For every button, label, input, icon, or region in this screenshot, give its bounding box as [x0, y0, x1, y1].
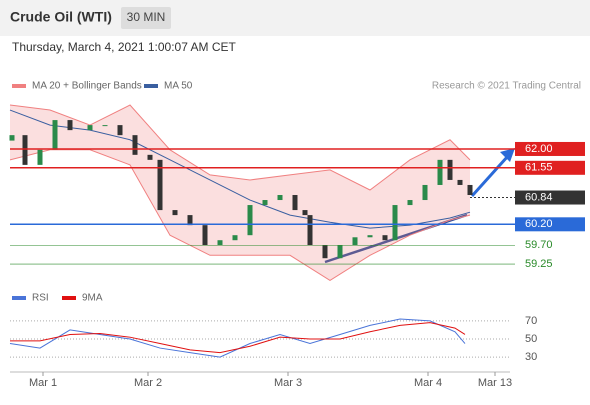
candle	[367, 235, 373, 238]
rsi-line	[10, 322, 466, 354]
bollinger-fill	[10, 105, 470, 281]
candle	[392, 205, 398, 241]
y-tick-label: 70	[525, 315, 537, 327]
candle	[407, 200, 413, 206]
candle	[87, 125, 93, 131]
candle	[382, 235, 388, 241]
x-tick-label: Mar 1	[29, 377, 57, 389]
candle	[22, 135, 28, 165]
candle	[337, 245, 343, 259]
arrow-head	[500, 148, 515, 162]
y-tick-label: 30	[525, 351, 537, 363]
candle	[132, 135, 138, 155]
legend-label: RSI	[32, 293, 49, 304]
watermark: Research © 2021 Trading Central	[432, 81, 581, 92]
candle	[67, 120, 73, 131]
candle	[292, 195, 298, 211]
interval: 30 MIN	[127, 10, 166, 24]
candle	[302, 210, 308, 216]
candle	[117, 125, 123, 136]
legend-swatch	[62, 296, 76, 300]
level-box	[515, 190, 585, 205]
candle	[37, 149, 43, 165]
x-tick-label: Mar 4	[414, 377, 442, 389]
level-label: 62.00	[525, 143, 553, 155]
level-box	[515, 141, 585, 156]
candle	[277, 195, 283, 201]
candle	[457, 179, 463, 185]
header-bar	[0, 0, 590, 36]
candle	[202, 225, 208, 246]
legend-label: MA 20 + Bollinger Bands	[32, 81, 142, 92]
candle	[262, 200, 268, 206]
legend-label: MA 50	[164, 81, 193, 92]
legend-swatch	[144, 84, 158, 88]
bollinger-lower	[9, 149, 471, 281]
level-label: 60.84	[525, 191, 553, 203]
level-box	[515, 160, 585, 175]
candle	[147, 154, 153, 160]
candle	[172, 210, 178, 216]
bollinger-upper	[9, 104, 471, 191]
candle	[232, 235, 238, 241]
candle	[307, 215, 313, 246]
legend-label: 9MA	[82, 293, 103, 304]
candle	[52, 120, 58, 150]
candle	[217, 240, 223, 246]
candle	[102, 125, 108, 127]
title: Crude Oil (WTI)	[10, 9, 112, 25]
candle	[187, 215, 193, 226]
candle	[352, 237, 358, 246]
level-label: 60.20	[525, 218, 553, 230]
level-label: 61.55	[525, 162, 553, 174]
arrow	[470, 154, 510, 198]
candle	[9, 135, 15, 141]
rsi-line	[9, 318, 466, 358]
candle	[437, 159, 443, 185]
ma-line	[9, 109, 471, 229]
candle	[322, 245, 328, 259]
candle	[422, 184, 428, 201]
x-tick-label: Mar 13	[478, 377, 512, 389]
x-tick-label: Mar 3	[274, 377, 302, 389]
candle	[447, 159, 453, 180]
timestamp: Thursday, March 4, 2021 1:00:07 AM CET	[12, 40, 237, 54]
candle	[247, 205, 253, 236]
x-tick-label: Mar 2	[134, 377, 162, 389]
level-label: 59.25	[525, 258, 553, 270]
candle	[467, 184, 473, 196]
level-label: 59.70	[525, 239, 553, 251]
legend-swatch	[12, 296, 26, 300]
interval-badge	[121, 7, 171, 29]
level-box	[515, 217, 585, 232]
candle	[157, 159, 163, 211]
legend-swatch	[12, 84, 26, 88]
y-tick-label: 50	[525, 333, 537, 345]
